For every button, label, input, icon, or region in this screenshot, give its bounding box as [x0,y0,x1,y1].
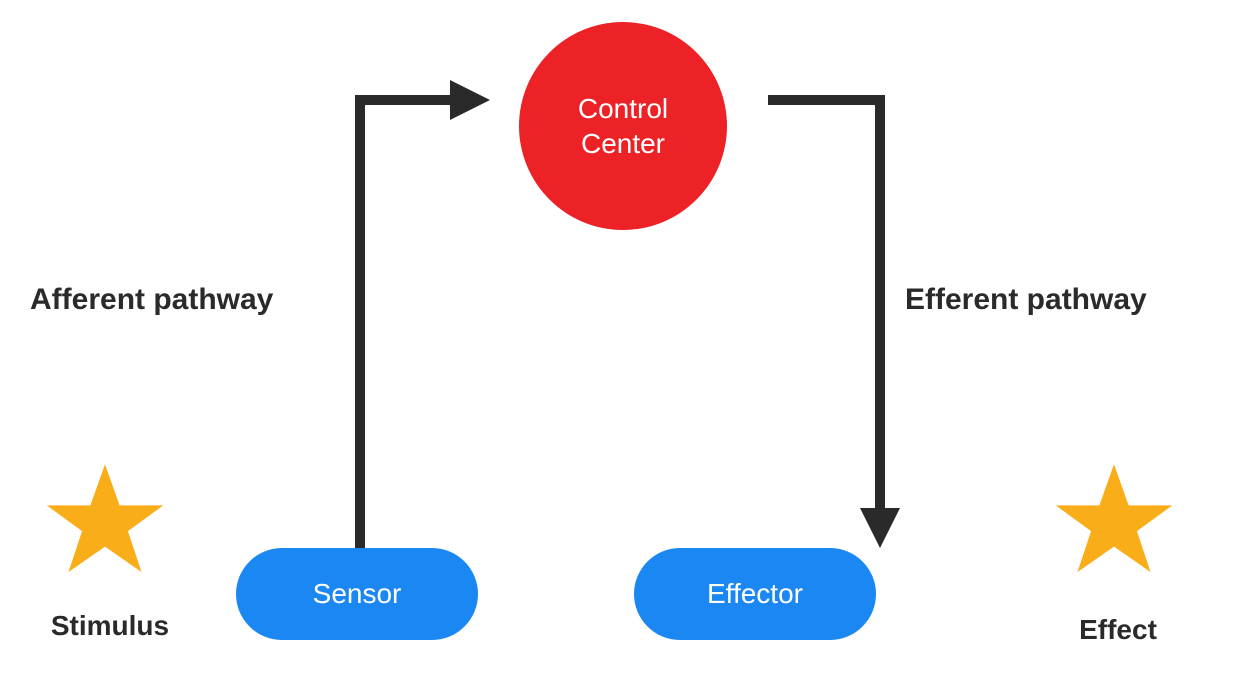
efferent-pathway-label: Efferent pathway [905,283,1215,317]
stimulus-label: Stimulus [30,610,190,642]
control-center-label-line1: Control [578,91,668,126]
control-center-label: Control Center [578,91,668,161]
afferent-pathway-label: Afferent pathway [30,283,330,317]
sensor-label: Sensor [313,578,402,610]
efferent-arrow [768,100,880,530]
afferent-arrow [360,100,472,548]
effect-label: Effect [1058,614,1178,646]
effector-label: Effector [707,578,803,610]
effector-node: Effector [634,548,876,640]
effect-star-icon [1052,458,1176,582]
control-center-label-line2: Center [578,126,668,161]
sensor-node: Sensor [236,548,478,640]
control-center-node: Control Center [519,22,727,230]
stimulus-star-icon [43,458,167,582]
